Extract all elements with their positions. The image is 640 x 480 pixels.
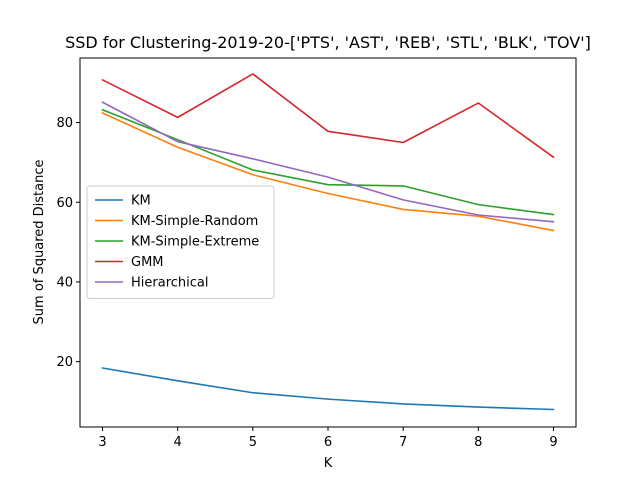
x-tick-label: 7 — [399, 435, 407, 450]
series-line-0 — [101, 367, 555, 411]
y-axis-ticks: 20 40 60 80 — [56, 116, 80, 370]
x-tick-label: 3 — [98, 435, 106, 450]
legend-label-4: Hierarchical — [131, 276, 208, 291]
x-axis-ticks: 3 4 5 6 7 8 9 — [98, 427, 558, 450]
x-axis-label: K — [324, 456, 333, 471]
x-tick-label: 5 — [249, 435, 257, 450]
x-tick-label: 6 — [324, 435, 332, 450]
legend-label-2: KM-Simple-Extreme — [131, 235, 259, 250]
series-line-1 — [101, 111, 555, 232]
legend-label-3: GMM — [131, 255, 164, 270]
legend-label-0: KM — [131, 194, 151, 209]
chart-title: SSD for Clustering-2019-20-['PTS', 'AST'… — [65, 33, 591, 52]
series-line-3 — [101, 73, 555, 159]
y-tick-label: 80 — [56, 116, 73, 131]
plot-area — [101, 73, 555, 411]
legend-label-1: KM-Simple-Random — [131, 214, 258, 229]
y-tick-label: 40 — [56, 275, 73, 290]
series-line-2 — [101, 108, 555, 216]
x-tick-label: 8 — [474, 435, 482, 450]
legend: KM KM-Simple-Random KM-Simple-Extreme GMM Hi… — [86, 185, 275, 299]
x-tick-label: 9 — [549, 435, 557, 450]
y-axis-label: Sum of Squared Distance — [32, 160, 47, 325]
y-tick-label: 60 — [56, 196, 73, 211]
legend-box — [86, 185, 275, 299]
x-tick-label: 4 — [174, 435, 182, 450]
series-line-4 — [101, 101, 555, 223]
y-tick-label: 20 — [56, 355, 73, 370]
